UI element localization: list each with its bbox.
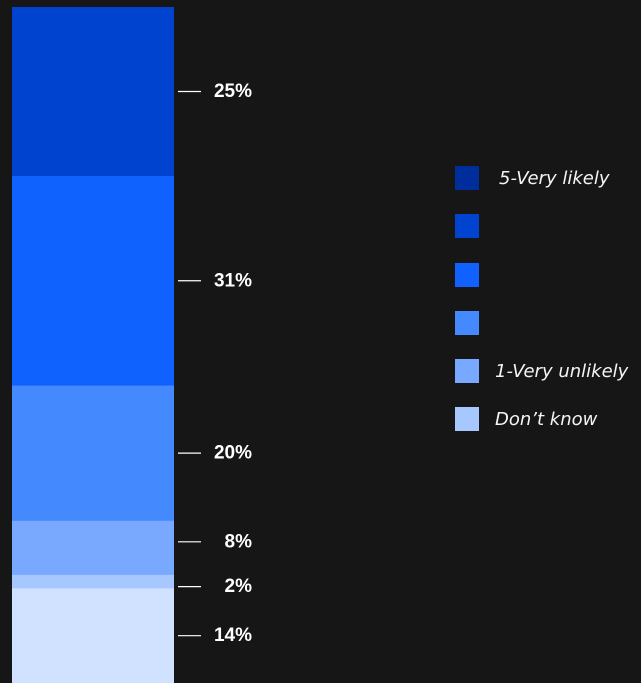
legend-item-3 [455, 262, 641, 311]
data-label-5: 2% [225, 576, 253, 597]
bar-segment-2 [12, 176, 174, 387]
legend-swatch [455, 166, 479, 190]
data-label-6: 14% [214, 625, 252, 646]
bar-segment-6 [12, 588, 174, 683]
data-label-4: 8% [225, 531, 253, 552]
legend-swatch [455, 262, 479, 287]
bar-segment-3 [12, 385, 174, 522]
legend-item-2 [455, 214, 641, 262]
legend-label: Don’t know [495, 409, 598, 431]
chart-legend: 5-Very likely 1-Very unlikely Don’t know [455, 166, 641, 456]
bar-segments [12, 7, 174, 683]
legend-item-5: 1-Very unlikely [455, 359, 641, 407]
data-label-1: 25% [214, 81, 252, 102]
bar-segment-5 [12, 574, 174, 589]
legend-swatch [455, 407, 479, 432]
legend-swatch [455, 359, 479, 384]
legend-item-1: 5-Very likely [455, 166, 641, 214]
data-label-3: 20% [214, 443, 252, 464]
legend-item-6: Don’t know [455, 407, 641, 455]
bar-labels: 25% 31% 20% 8% 2% 14% [178, 81, 252, 646]
data-label-2: 31% [214, 270, 252, 291]
legend-swatch [455, 310, 479, 335]
legend-label: 5-Very likely [499, 168, 610, 189]
bar-segment-1 [12, 7, 174, 177]
legend-label: 1-Very unlikely [495, 361, 629, 383]
bar-segment-4 [12, 520, 174, 576]
legend-item-4 [455, 310, 641, 359]
legend-swatch [455, 214, 479, 239]
